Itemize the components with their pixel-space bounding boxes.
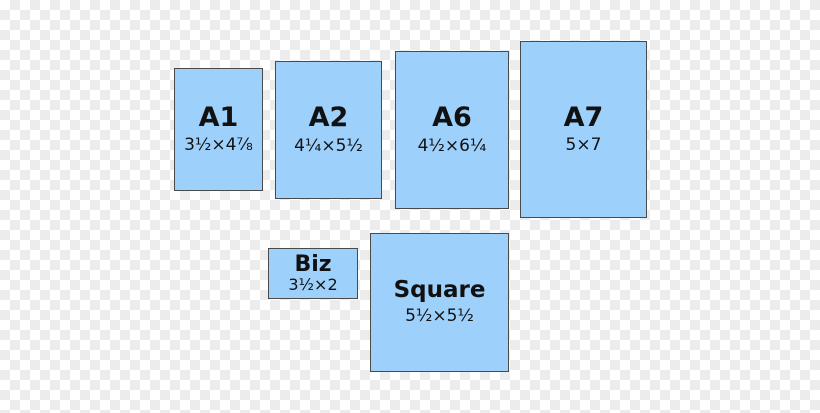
card-name: Square	[393, 276, 486, 303]
card-dimensions: 3½×4⅞	[184, 135, 253, 156]
card-dimensions: 4¼×5½	[294, 135, 363, 156]
card-dimensions: 5×7	[565, 135, 602, 156]
card-dimensions: 3½×2	[288, 274, 338, 294]
card-name: A2	[308, 102, 349, 134]
card-name: A6	[432, 102, 472, 134]
card-size-a2: A2 4¼×5½	[275, 61, 382, 199]
card-size-biz: Biz 3½×2	[268, 248, 358, 299]
card-size-a7: A7 5×7	[520, 41, 647, 218]
card-dimensions: 5½×5½	[405, 306, 474, 327]
card-size-square: Square 5½×5½	[370, 233, 509, 372]
card-name: A7	[563, 101, 604, 133]
card-size-a6: A6 4½×6¼	[395, 51, 509, 209]
card-name: A1	[198, 101, 239, 133]
card-name: Biz	[294, 251, 332, 277]
card-size-a1: A1 3½×4⅞	[174, 68, 263, 191]
card-dimensions: 4½×6¼	[417, 135, 487, 156]
